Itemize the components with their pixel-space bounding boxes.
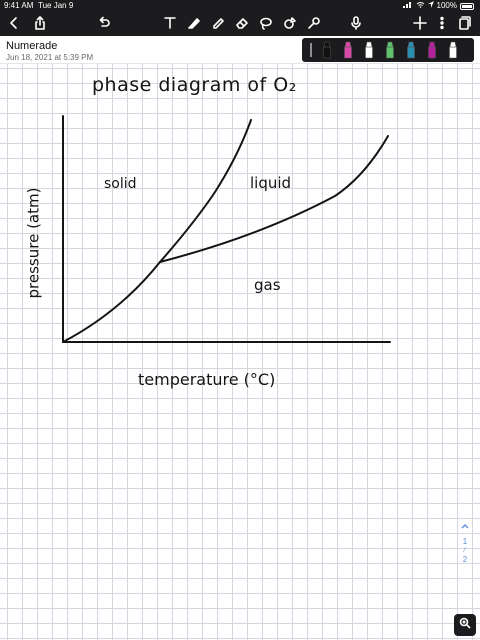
handwriting-strokes (62, 115, 391, 343)
top-chrome: 9:41 AM Tue Jan 9 100% (0, 0, 480, 36)
page-total: 2 (462, 555, 468, 564)
pen-color-3-icon[interactable] (364, 41, 374, 59)
share-icon[interactable] (30, 14, 50, 32)
page-separator: ⁄ (464, 547, 466, 554)
chevron-up-icon[interactable] (458, 522, 472, 536)
pen-color-2-icon[interactable] (343, 41, 353, 59)
y-axis-label: pressure (atm) (24, 187, 43, 299)
palette-divider-icon (306, 41, 316, 59)
add-icon[interactable] (410, 14, 430, 32)
document-title[interactable]: Numerade (6, 40, 58, 52)
more-icon[interactable] (432, 14, 452, 32)
shapes-icon[interactable] (280, 14, 300, 32)
pen-tool-icon[interactable] (184, 14, 204, 32)
note-canvas[interactable]: phase diagram of O₂ pressure (atm) solid… (0, 64, 480, 640)
zoom-button[interactable] (454, 614, 476, 636)
status-bar: 9:41 AM Tue Jan 9 100% (0, 0, 480, 12)
eraser-icon[interactable] (232, 14, 252, 32)
battery-icon (460, 2, 474, 10)
pen-color-4-icon[interactable] (385, 41, 395, 59)
solid-gas-boundary (62, 261, 161, 343)
signal-icon (402, 1, 413, 11)
pen-color-1-icon[interactable] (322, 41, 332, 59)
lasso-icon[interactable] (256, 14, 276, 32)
laser-pointer-icon[interactable] (304, 14, 324, 32)
wifi-icon (416, 1, 425, 11)
pen-color-6-icon[interactable] (427, 41, 437, 59)
pen-palette (302, 38, 474, 62)
x-axis-label: temperature (°C) (138, 370, 276, 389)
region-label-liquid: liquid (250, 174, 292, 192)
zoom-icon (459, 616, 471, 634)
toolbar (0, 12, 480, 34)
region-label-solid: solid (104, 176, 137, 192)
note-title: phase diagram of O₂ (92, 74, 297, 96)
page-navigator: 1 ⁄ 2 (458, 522, 472, 578)
page-current: 1 (462, 537, 468, 546)
liquid-gas-boundary (159, 135, 389, 263)
pen-color-5-icon[interactable] (406, 41, 416, 59)
pages-icon[interactable] (454, 14, 474, 32)
solid-liquid-boundary (159, 119, 252, 263)
status-time: 9:41 AM (4, 1, 34, 10)
undo-icon[interactable] (94, 14, 114, 32)
location-icon (427, 1, 434, 11)
status-indicators: 100% (402, 1, 474, 11)
region-label-gas: gas (254, 276, 281, 294)
text-tool-icon[interactable] (160, 14, 180, 32)
highlighter-icon[interactable] (208, 14, 228, 32)
microphone-icon[interactable] (346, 14, 366, 32)
status-date: Tue Jan 9 (38, 1, 74, 10)
pen-color-7-icon[interactable] (448, 41, 458, 59)
back-icon[interactable] (4, 14, 24, 32)
battery-percent: 100% (436, 1, 457, 10)
document-date: Jun 18, 2021 at 5:39 PM (6, 53, 94, 62)
